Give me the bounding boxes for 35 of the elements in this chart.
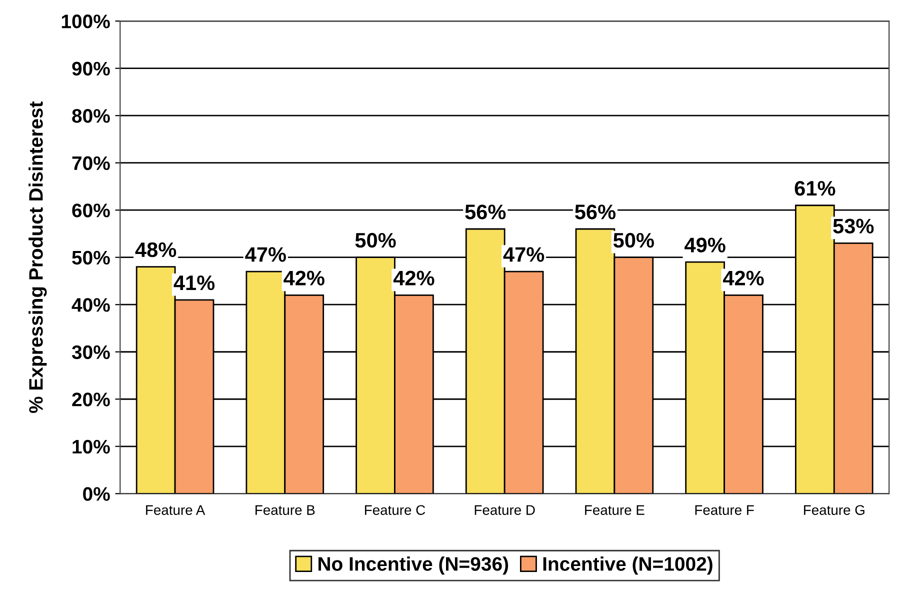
y-tick-label: 50% <box>72 250 110 265</box>
data-label: 61% <box>794 180 836 196</box>
x-tick-label: Feature E <box>585 505 644 515</box>
data-label: 42% <box>722 270 764 286</box>
data-label: 49% <box>684 238 726 252</box>
data-label: 42% <box>393 270 434 286</box>
x-tick-label: Feature D <box>474 505 535 515</box>
legend-label: Incentive (N=1002) <box>543 556 712 575</box>
y-tick-label: 70% <box>72 156 110 170</box>
y-axis-title: % Expressing Product Disinterest <box>28 101 47 414</box>
data-label: 47% <box>245 247 286 262</box>
data-label: 48% <box>135 242 176 258</box>
data-label: 50% <box>355 232 396 248</box>
data-label: 56% <box>465 204 506 220</box>
data-label: 50% <box>613 232 654 248</box>
y-tick-label: 90% <box>72 62 110 76</box>
y-tick-label: 30% <box>72 345 110 360</box>
y-tick-label: 80% <box>72 109 110 123</box>
data-label: 47% <box>503 247 544 262</box>
y-tick-label: 100% <box>62 14 110 28</box>
data-label: 53% <box>833 218 874 234</box>
y-tick-label: 0% <box>83 487 110 501</box>
y-tick-label: 60% <box>72 204 110 218</box>
y-tick-label: 40% <box>72 298 110 312</box>
y-tick-label: 10% <box>72 440 110 454</box>
data-label: 56% <box>575 204 616 220</box>
x-tick-label: Feature C <box>365 505 426 515</box>
x-tick-label: Feature F <box>695 505 754 515</box>
y-tick-label: 20% <box>72 392 110 406</box>
legend-label: No Incentive (N=936) <box>318 556 508 575</box>
data-label: 42% <box>284 270 324 286</box>
x-tick-label: Feature A <box>146 505 206 515</box>
data-label: 41% <box>174 276 215 290</box>
x-tick-label: Feature B <box>256 505 315 515</box>
x-tick-label: Feature G <box>804 505 864 515</box>
